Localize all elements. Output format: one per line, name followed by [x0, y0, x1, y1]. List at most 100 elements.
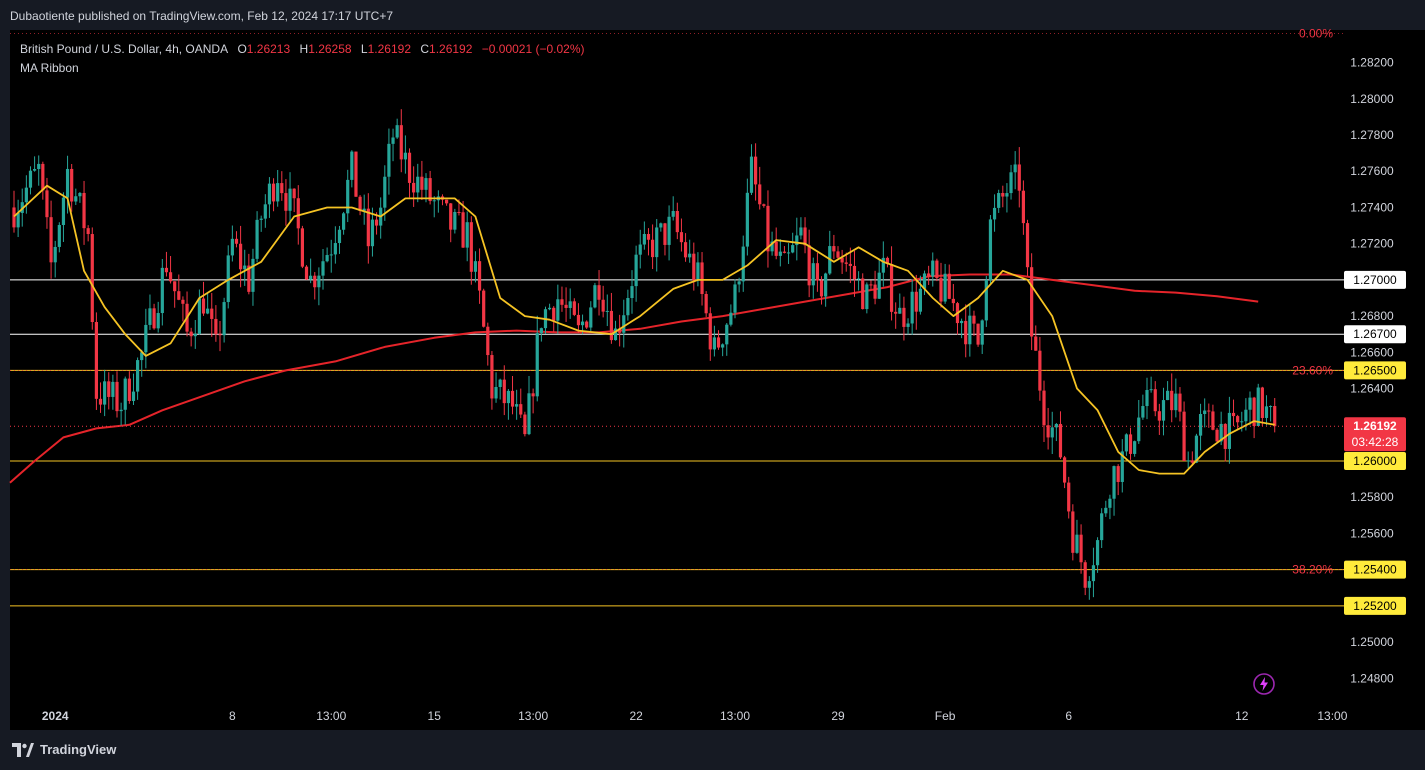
candle-body [572, 301, 576, 315]
candle-body [181, 299, 185, 304]
candle-body [74, 196, 78, 202]
candle-body [712, 337, 716, 350]
candle-body [988, 219, 993, 280]
lightning-icon[interactable] [1252, 672, 1276, 696]
candle-body [1219, 423, 1223, 442]
time-tick-label: 6 [1065, 709, 1072, 723]
candle-body [564, 304, 568, 308]
tradingview-logo[interactable]: TradingView [12, 742, 116, 757]
price-tick-label: 1.26600 [1350, 345, 1394, 359]
candle-body [469, 222, 473, 272]
candle-body [922, 273, 927, 289]
candle-body [638, 244, 642, 255]
candle-body [152, 308, 156, 329]
candle-body [535, 333, 539, 397]
candle-body [844, 262, 848, 264]
candle-body [696, 262, 700, 281]
candle-body [1190, 460, 1194, 463]
candle-body [383, 176, 387, 208]
candle-body [1001, 193, 1005, 197]
candle-body [1203, 410, 1207, 414]
candle-body [885, 257, 890, 265]
candle-body [280, 183, 284, 194]
candle-body [144, 324, 148, 353]
candle-body [53, 246, 57, 263]
candle-body [346, 179, 350, 214]
candle-body [1095, 540, 1100, 566]
candle-body [477, 261, 482, 291]
candle-body [457, 211, 461, 213]
candle-body [877, 272, 881, 299]
price-chart[interactable]: 0.00%23.60%38.20% 1.248001.250001.252001… [0, 0, 1425, 730]
time-axis: 2024 8 13:00 15 13:00 22 13:00 29 Feb 6 12 13:00 [42, 709, 1348, 723]
candle-body [94, 322, 98, 399]
candle-body [741, 246, 745, 282]
level-price-text: 1.26000 [1353, 454, 1397, 468]
candle-body [164, 267, 169, 273]
change-value: −0.00021 (−0.02%) [481, 42, 585, 56]
level-price-text: 1.25200 [1353, 599, 1397, 613]
symbol-name[interactable]: British Pound / U.S. Dollar, 4h, OANDA [20, 42, 229, 56]
candle-body [391, 137, 395, 144]
fib-label: 0.00% [1299, 27, 1333, 41]
price-tick-label: 1.28000 [1350, 92, 1394, 106]
candle-body [737, 281, 741, 285]
candle-body [453, 211, 457, 230]
candle-body [646, 233, 651, 240]
candle-body [786, 252, 791, 254]
candle-body [819, 280, 824, 297]
candle-body [407, 152, 412, 183]
level-price-text: 1.26500 [1353, 363, 1397, 377]
indicator-name[interactable]: MA Ribbon [20, 61, 79, 75]
candle-body [939, 278, 943, 302]
candle-body [123, 378, 127, 410]
candle-body [1025, 223, 1030, 268]
candle-body [758, 184, 762, 205]
candle-body [420, 176, 424, 190]
candle-body [1240, 421, 1244, 423]
candle-body [1128, 434, 1133, 454]
candle-body [33, 168, 37, 171]
time-tick-label: 2024 [42, 709, 69, 723]
candle-body [28, 170, 33, 188]
candle-body [1108, 498, 1112, 508]
candle-body [824, 273, 828, 297]
candle-body [1198, 413, 1203, 436]
time-tick-label: 15 [428, 709, 442, 723]
candle-body [609, 310, 613, 341]
candle-body [403, 152, 407, 160]
candle-body [815, 263, 819, 281]
candle-body [1211, 411, 1215, 430]
candle-body [601, 299, 605, 312]
low-label: L [360, 42, 368, 56]
candle-body [778, 251, 782, 256]
candle-body [881, 257, 885, 273]
candle-body [304, 266, 309, 280]
publisher-line: Dubaotiente published on TradingView.com… [10, 9, 394, 23]
level-price-text: 1.25400 [1353, 563, 1397, 577]
candle-body [589, 307, 593, 328]
candle-body [1260, 387, 1264, 418]
chart-frame[interactable] [10, 30, 1344, 730]
candle-body [898, 307, 902, 314]
candle-body [1174, 393, 1178, 411]
candle-body [218, 334, 222, 336]
price-tick-label: 1.25800 [1350, 490, 1394, 504]
candle-body [733, 284, 737, 313]
level-price-tag [1344, 560, 1406, 579]
candle-body [1100, 513, 1104, 541]
level-price-tag [1344, 451, 1406, 470]
ma-slow-line [9, 273, 1259, 484]
candle-body [515, 404, 519, 407]
level-price-tag [1344, 325, 1406, 344]
candle-body [416, 176, 420, 193]
candle-body [337, 229, 342, 244]
candle-body [531, 393, 535, 397]
candle-body [865, 284, 869, 310]
candle-body [708, 313, 712, 350]
horizontal-levels [10, 279, 1344, 607]
candle-body [61, 197, 66, 226]
candle-body [622, 315, 626, 333]
candle-body [782, 251, 787, 253]
candle-body [115, 381, 119, 412]
